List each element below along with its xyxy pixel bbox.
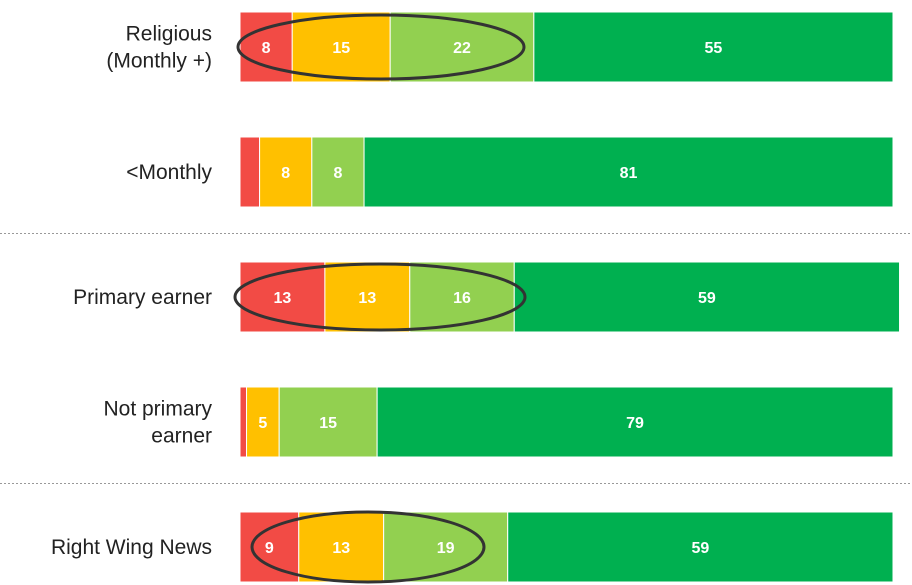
bar-segment <box>383 511 509 583</box>
bar-segment <box>409 261 515 333</box>
bar-segment <box>298 511 385 583</box>
bar-segment <box>291 11 391 83</box>
bar-segment <box>246 386 280 458</box>
bar-segment <box>239 386 248 458</box>
bar-segment <box>239 136 261 208</box>
highlight-ellipse <box>233 262 527 332</box>
highlight-ellipse <box>250 510 486 584</box>
category-label: Religious (Monthly +) <box>106 23 212 73</box>
bar-segment <box>278 386 378 458</box>
category-label: <Monthly <box>126 161 212 184</box>
value-label: 13 <box>358 290 376 307</box>
bar-segment <box>363 136 894 208</box>
category-label: Not primary earner <box>103 398 212 448</box>
value-label: 79 <box>626 415 644 432</box>
category-label: Right Wing News <box>51 536 212 559</box>
value-label: 8 <box>281 165 290 182</box>
bar-segment <box>513 261 901 333</box>
bar-segment <box>389 11 535 83</box>
value-label: 5 <box>258 415 267 432</box>
value-label: 59 <box>691 540 709 557</box>
bar-segment <box>311 136 365 208</box>
value-label: 9 <box>265 540 274 557</box>
value-label: 16 <box>453 290 471 307</box>
value-label: 19 <box>437 540 455 557</box>
value-label: 15 <box>332 40 350 57</box>
value-label: 22 <box>453 40 471 57</box>
value-label: 8 <box>262 40 271 57</box>
bar-segment <box>376 386 894 458</box>
value-label: 81 <box>620 165 638 182</box>
bar-segment <box>533 11 894 83</box>
value-label: 13 <box>274 290 292 307</box>
bar-segment <box>507 511 894 583</box>
value-label: 55 <box>705 40 723 57</box>
category-label: Primary earner <box>73 286 212 309</box>
value-label: 8 <box>333 165 342 182</box>
highlight-ellipse <box>236 13 526 81</box>
value-label: 15 <box>319 415 337 432</box>
value-label: 13 <box>332 540 350 557</box>
value-label: 59 <box>698 290 716 307</box>
bars: Religious (Monthly +) 8 15 22 55 <Monthly 8 8 81 P… <box>51 11 901 583</box>
bar-segment <box>324 261 411 333</box>
bar-segment <box>239 511 300 583</box>
